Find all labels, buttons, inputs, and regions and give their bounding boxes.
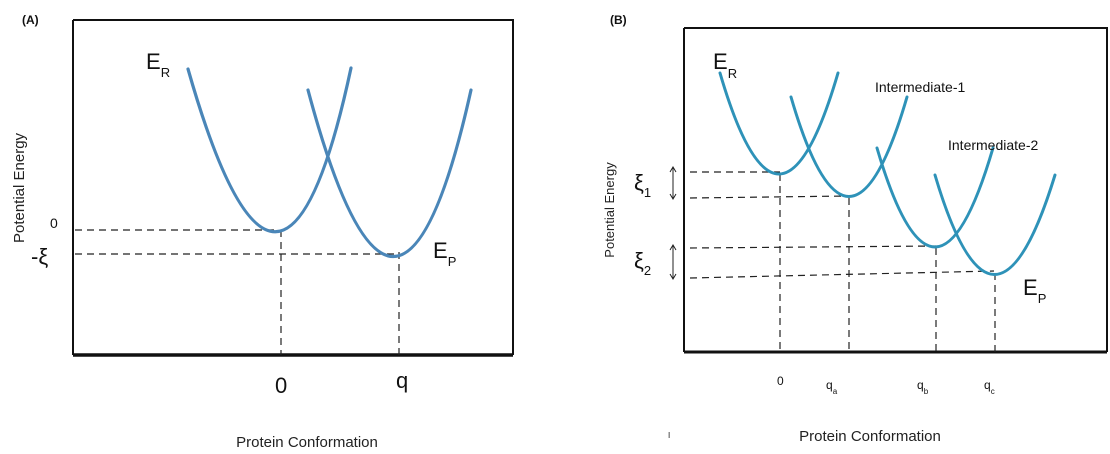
panel-b-xi-1-arrow <box>669 166 677 200</box>
panel-b-y-axis-title: Potential Energy <box>602 162 617 258</box>
panel-a-frame <box>72 19 514 355</box>
panel-a-reactant-curve <box>186 66 353 234</box>
panel-b-x-axis-title: Protein Conformation <box>799 428 941 445</box>
panel-a-y-tick-zero: 0 <box>50 215 58 231</box>
panel-b-xi-1-label: ξ1 <box>634 170 651 200</box>
panel-b-reactant-label: ER <box>713 49 737 81</box>
panel-b-product-curve <box>933 173 1057 276</box>
panel-b-x-tick-qb: qb <box>917 378 929 396</box>
panel-b-guide-int1-level <box>689 195 849 199</box>
panel-b-label: (B) <box>610 13 627 27</box>
panel-a-x-axis-title: Protein Conformation <box>236 434 378 451</box>
panel-b-x-tick-zero: 0 <box>777 374 784 388</box>
panel-b-guide-ep-level <box>689 270 995 279</box>
panel-b-xi-2-label: ξ2 <box>634 248 651 278</box>
panel-b-stray-mark: I <box>668 431 670 440</box>
panel-a-y-axis-title: Potential Energy <box>11 132 28 243</box>
panel-a-x-tick-zero: 0 <box>275 373 287 398</box>
panel-b-guide-int2-level <box>689 245 937 249</box>
panel-b-reactant-curve <box>718 71 840 176</box>
panel-b-xi-2-arrow <box>669 244 677 280</box>
panel-a-y-tick-minus-xi: -ξ <box>31 244 48 269</box>
panel-b-x-tick-qa: qa <box>826 378 838 396</box>
panel-a: (A) ER EP 0 -ξ 0 q Potential Energy Prot… <box>11 13 514 451</box>
panel-b-x-tick-qc: qc <box>984 378 995 396</box>
panel-b-frame <box>683 27 1108 352</box>
panel-b-intermediate-2-curve <box>875 146 995 249</box>
panel-a-label: (A) <box>22 13 39 27</box>
panel-a-x-tick-q: q <box>396 368 408 393</box>
panel-b-product-label: EP <box>1023 275 1046 306</box>
panel-b-intermediate-1-curve <box>789 95 909 198</box>
panel-a-product-curve <box>306 88 473 258</box>
panel-b-intermediate-1-label: Intermediate-1 <box>875 79 965 95</box>
panel-a-reactant-label: ER <box>146 49 170 80</box>
panel-b: (B) ER Intermediate-1 Intermediate-2 EP … <box>602 13 1108 445</box>
panel-a-product-label: EP <box>433 238 456 269</box>
panel-b-intermediate-2-label: Intermediate-2 <box>948 137 1038 153</box>
